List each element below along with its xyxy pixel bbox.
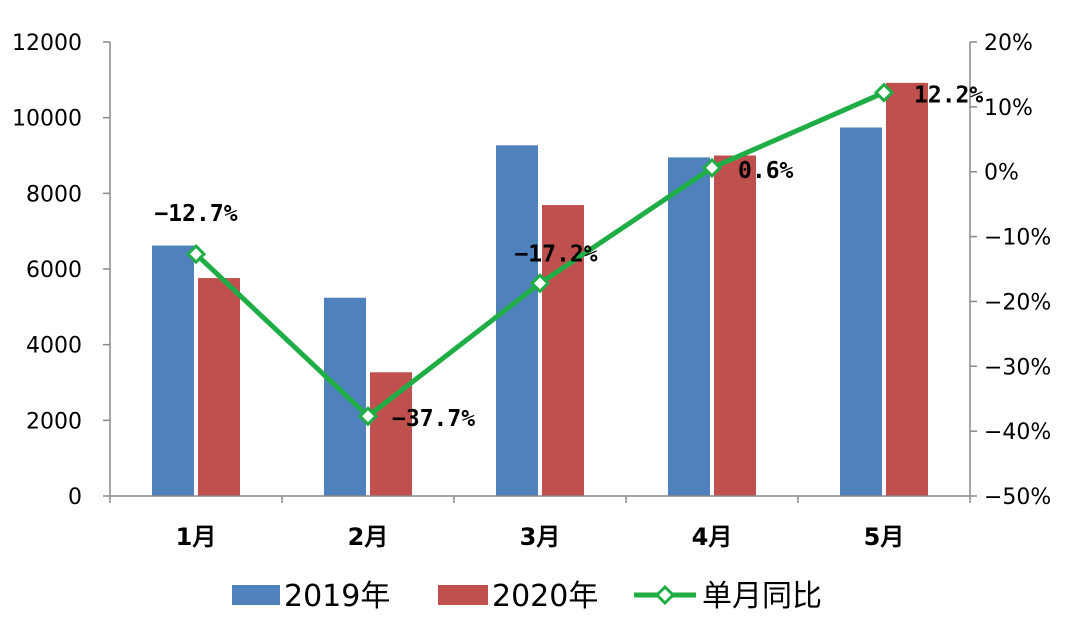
- legend-label-2020: 2020年: [492, 579, 598, 614]
- x-tick-label: 3月: [520, 523, 561, 551]
- axes-layer: 020004000600080001000012000−50%−40%−30%−…: [12, 31, 1051, 551]
- bar-2019年-3月: [496, 145, 538, 496]
- data-label: 12.2%: [914, 83, 983, 109]
- legend-label-yoy: 单月同比: [702, 579, 822, 614]
- line-layer: [185, 82, 895, 427]
- legend: 2019年 2020年 单月同比: [232, 579, 822, 614]
- y-right-tick-label: −10%: [984, 226, 1051, 251]
- legend-label-2019: 2019年: [284, 579, 390, 614]
- data-label: −12.7%: [154, 201, 237, 227]
- bar-2020年-1月: [198, 278, 240, 496]
- line-point-5月: [873, 82, 895, 103]
- y-left-tick-label: 12000: [12, 31, 82, 56]
- bar-2020年-4月: [714, 155, 756, 496]
- data-label: −17.2%: [514, 241, 597, 267]
- data-label: 0.6%: [738, 158, 794, 184]
- line-point-3月: [529, 273, 551, 294]
- legend-diamond-marker: [654, 584, 676, 606]
- bar-2019年-4月: [668, 157, 710, 496]
- x-tick-label: 5月: [864, 523, 905, 551]
- data-label: −37.7%: [392, 406, 475, 432]
- bar-2020年-2月: [370, 372, 412, 496]
- y-right-tick-label: 20%: [984, 31, 1033, 56]
- y-right-tick-label: 10%: [984, 96, 1033, 121]
- x-tick-label: 4月: [692, 523, 733, 551]
- line-point-2月: [357, 406, 379, 427]
- legend-swatch-2020: [438, 585, 488, 605]
- data-labels-layer: −12.7% −37.7% −17.2% 0.6% 12.2%: [154, 83, 983, 433]
- y-left-tick-label: 0: [68, 485, 82, 510]
- line-point-1月: [185, 243, 207, 265]
- bar-2019年-5月: [840, 127, 882, 497]
- y-left-tick-label: 6000: [26, 258, 82, 283]
- bar-2020年-3月: [542, 205, 584, 497]
- bar-2019年-1月: [152, 245, 194, 496]
- y-left-tick-label: 8000: [26, 182, 82, 207]
- y-right-tick-label: −20%: [984, 290, 1051, 315]
- legend-swatch-2019: [232, 585, 280, 605]
- y-left-tick-label: 4000: [26, 334, 82, 359]
- x-tick-label: 2月: [348, 523, 389, 551]
- x-tick-label: 1月: [176, 523, 217, 551]
- bar-2020年-5月: [886, 82, 928, 497]
- line-point-4月: [701, 157, 723, 178]
- y-right-tick-label: 0%: [984, 161, 1019, 186]
- y-right-tick-label: −40%: [984, 420, 1051, 445]
- bars-layer: [152, 82, 928, 497]
- y-right-tick-label: −30%: [984, 355, 1051, 380]
- y-right-tick-label: −50%: [984, 485, 1051, 510]
- y-left-tick-label: 10000: [12, 107, 82, 132]
- y-left-tick-label: 2000: [26, 409, 82, 434]
